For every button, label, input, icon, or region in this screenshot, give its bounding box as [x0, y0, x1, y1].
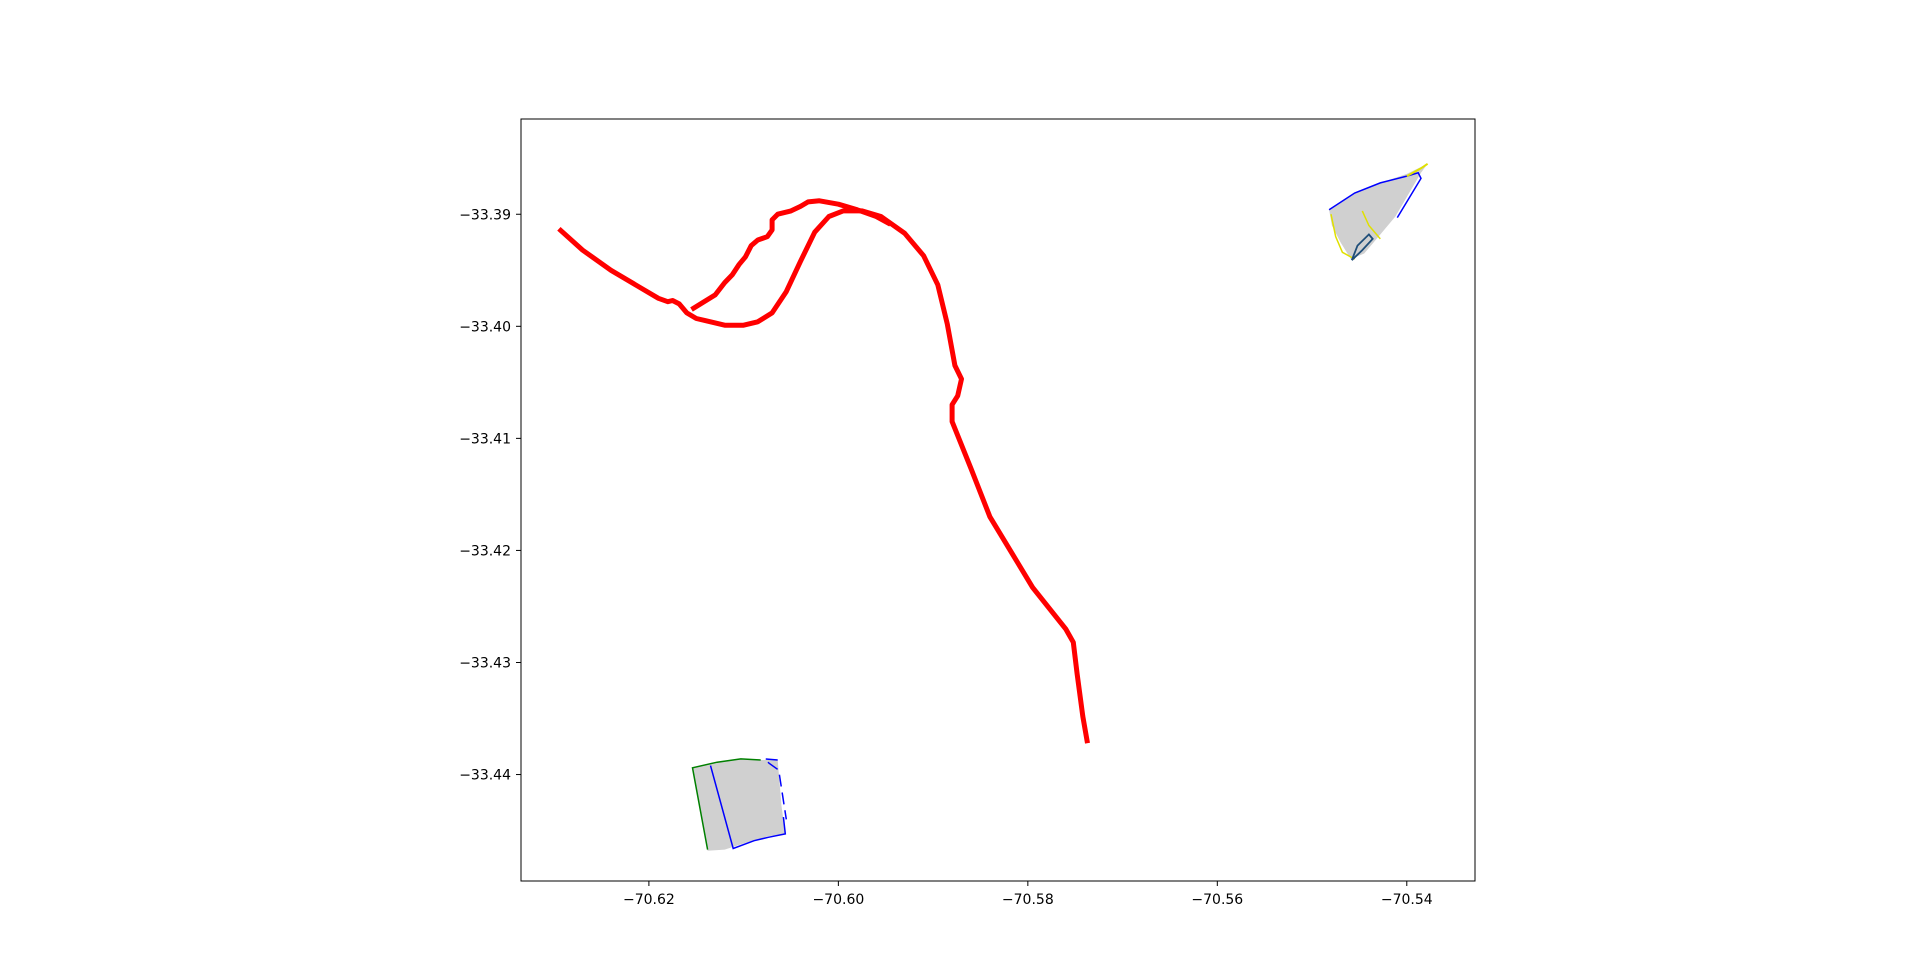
north-parcel-yellow-edge-2	[1361, 210, 1381, 240]
y-axis: −33.39 −33.40 −33.41 −33.42 −33.43 −33.44	[459, 207, 521, 784]
south-parcel-blue-edge-2	[762, 757, 788, 820]
x-axis: −70.62 −70.60 −70.58 −70.56 −70.54	[623, 881, 1433, 908]
x-tick-label: −70.62	[623, 892, 675, 908]
x-tick-label: −70.60	[812, 892, 864, 908]
y-tick-label: −33.41	[459, 431, 511, 447]
y-tick-label: −33.39	[459, 207, 511, 223]
x-tick-label: −70.56	[1191, 892, 1243, 908]
north-parcel-yellow-edge-3	[1406, 162, 1429, 177]
south-parcel-green-edge	[691, 758, 761, 850]
route-lines	[557, 198, 1090, 744]
y-tick-label: −33.44	[459, 768, 511, 784]
route-branch-line	[690, 198, 892, 312]
north-parcel-fill	[1329, 163, 1428, 260]
x-tick-label: −70.54	[1381, 892, 1433, 908]
y-tick-label: −33.40	[459, 319, 511, 335]
axes-frame	[520, 118, 1476, 882]
route-main-line	[557, 208, 1090, 744]
y-tick-label: −33.43	[459, 655, 511, 671]
north-parcel-yellow-edge	[1330, 214, 1356, 260]
south-parcel-blue-edge	[709, 765, 787, 850]
parcel-blocks	[691, 162, 1429, 851]
y-tick-label: −33.42	[459, 543, 511, 559]
north-parcel-green-edge	[1350, 233, 1374, 261]
x-tick-label: −70.58	[1002, 892, 1054, 908]
